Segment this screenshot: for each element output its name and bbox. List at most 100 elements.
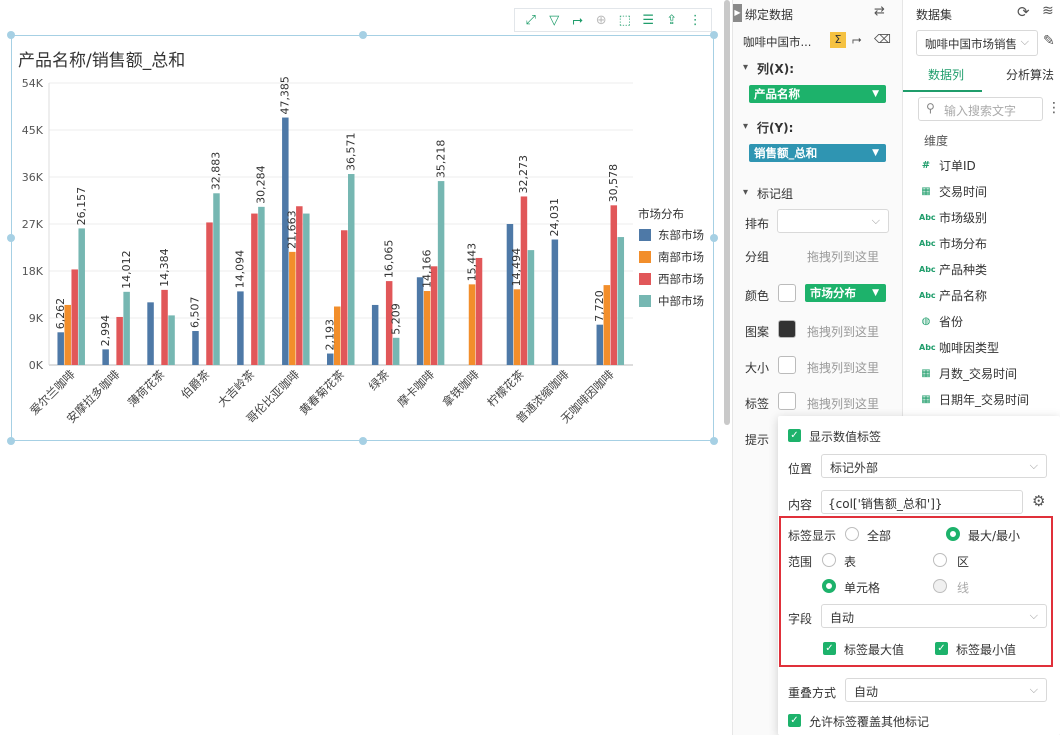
chart-toolbar: ⤢ ▽ ⮣ ⊕ ⬚ ☰ ⇪ ⋮ xyxy=(514,8,712,32)
bar xyxy=(102,349,109,365)
field-item[interactable]: ▦ 交易时间 xyxy=(919,183,987,200)
chevron-down-icon[interactable]: ▾ xyxy=(743,121,749,132)
more-icon[interactable]: ⋮ xyxy=(688,12,702,28)
data-label: 5,209 xyxy=(389,303,402,335)
dataset-select[interactable]: 咖啡中国市场销售 ⌵ xyxy=(916,30,1038,56)
resize-handle[interactable] xyxy=(7,234,15,242)
filter-icon[interactable]: ▽ xyxy=(549,12,560,28)
caret-down-icon: ▼ xyxy=(872,89,879,99)
search-input[interactable]: ⚲ 输入搜索文字 xyxy=(918,97,1043,121)
bar xyxy=(258,206,265,365)
data-label: 16,065 xyxy=(382,240,395,279)
bar xyxy=(168,315,175,365)
vertical-scrollbar[interactable] xyxy=(724,0,730,425)
swap-axes-icon[interactable]: ⮣ xyxy=(572,12,583,28)
field-item[interactable]: Abc 产品种类 xyxy=(919,261,987,278)
collapse-arrow-icon[interactable]: ▶ xyxy=(733,4,742,22)
radio-line[interactable] xyxy=(933,579,947,593)
caret-down-icon: ▼ xyxy=(872,148,879,158)
position-select[interactable]: 标记外部 ⌵ xyxy=(821,454,1047,478)
sum-icon[interactable]: Σ xyxy=(830,32,846,48)
tab-columns[interactable]: 数据列 xyxy=(928,68,965,82)
zoom-icon[interactable]: ⊕ xyxy=(595,12,607,28)
label-drop-hint[interactable]: 拖拽列到这里 xyxy=(807,397,880,411)
radio-table[interactable] xyxy=(822,553,836,567)
pattern-drop-hint[interactable]: 拖拽列到这里 xyxy=(807,325,880,339)
label-icon[interactable] xyxy=(778,392,796,410)
refresh-icon[interactable]: ⟳ xyxy=(1017,3,1030,21)
bar xyxy=(213,193,220,365)
field-item[interactable]: ▦ 日期年_交易时间 xyxy=(919,391,1029,408)
chevron-down-icon[interactable]: ▾ xyxy=(743,187,749,198)
overlap-select[interactable]: 自动 ⌵ xyxy=(845,678,1047,702)
size-icon[interactable] xyxy=(778,356,796,374)
gear-icon[interactable]: ⚙ xyxy=(1032,492,1046,510)
radio-maxmin[interactable] xyxy=(946,527,960,541)
eraser-icon[interactable]: ⌫ xyxy=(874,32,891,46)
radio-area[interactable] xyxy=(933,553,947,567)
export-icon[interactable]: ⇪ xyxy=(666,12,678,28)
swap-axes-icon[interactable]: ⮣ xyxy=(852,32,862,46)
field-item[interactable]: Abc 咖啡因类型 xyxy=(919,339,999,356)
bar xyxy=(610,205,618,365)
group-drop-hint[interactable]: 拖拽列到这里 xyxy=(807,250,880,264)
radio-line-label: 线 xyxy=(957,581,970,595)
dimension-header: 维度 xyxy=(924,134,949,148)
color-pill[interactable]: 市场分布 ▼ xyxy=(805,284,886,302)
label-max-label: 标签最大值 xyxy=(844,643,905,657)
bar xyxy=(296,206,303,365)
allow-overlap-checkbox[interactable]: ✓ xyxy=(788,714,801,727)
resize-handle[interactable] xyxy=(359,437,367,445)
palette-icon[interactable] xyxy=(778,284,796,302)
legend-swatch xyxy=(639,251,651,263)
y-tick-label: 9K xyxy=(29,312,44,325)
chevron-down-icon[interactable]: ▾ xyxy=(743,62,749,73)
field-item[interactable]: ▦ 月数_交易时间 xyxy=(919,365,1017,382)
arrange-select[interactable]: ⌵ xyxy=(777,209,889,233)
resize-handle[interactable] xyxy=(710,234,718,242)
show-labels-checkbox[interactable]: ✓ xyxy=(788,429,801,442)
label-max-checkbox[interactable]: ✓ xyxy=(823,642,836,655)
legend-item: 中部市场 xyxy=(658,294,704,308)
chart-frame[interactable] xyxy=(11,35,714,441)
row-pill-label: 销售额_总和 xyxy=(754,146,818,160)
resize-handle[interactable] xyxy=(710,31,718,39)
label-min-checkbox[interactable]: ✓ xyxy=(935,642,948,655)
select-icon[interactable]: ⬚ xyxy=(618,12,631,28)
active-tab-indicator xyxy=(903,90,982,92)
row-pill[interactable]: 销售额_总和 ▼ xyxy=(749,144,886,162)
resize-handle[interactable] xyxy=(710,437,718,445)
field-item[interactable]: Abc 产品名称 xyxy=(919,287,987,304)
column-pill[interactable]: 产品名称 ▼ xyxy=(749,85,886,103)
resize-handle[interactable] xyxy=(7,31,15,39)
tab-algorithms[interactable]: 分析算法 xyxy=(1006,68,1055,82)
bar xyxy=(71,269,78,365)
resize-handle[interactable] xyxy=(359,31,367,39)
layers-icon[interactable]: ≋ xyxy=(1042,3,1054,19)
fullscreen-icon[interactable]: ⤢ xyxy=(525,12,536,28)
data-label: 15,443 xyxy=(465,243,478,282)
list-icon[interactable]: ☰ xyxy=(642,12,655,28)
label-display-label: 标签显示 xyxy=(788,529,837,543)
field-select[interactable]: 自动 ⌵ xyxy=(821,604,1047,628)
field-item[interactable]: Abc 市场分布 xyxy=(919,235,987,252)
bar xyxy=(282,117,289,365)
radio-cell-label: 单元格 xyxy=(844,581,881,595)
radio-all-label: 全部 xyxy=(867,529,892,543)
radio-all[interactable] xyxy=(845,527,859,541)
content-input[interactable]: {col['销售额_总和']} xyxy=(821,490,1023,514)
size-drop-hint[interactable]: 拖拽列到这里 xyxy=(807,361,880,375)
edit-icon[interactable]: ✎ xyxy=(1043,33,1055,49)
swap-icon[interactable]: ⇄ xyxy=(874,4,885,19)
dataset-title: 数据集 xyxy=(916,8,953,22)
more-icon[interactable]: ⋮ xyxy=(1047,100,1060,116)
field-item[interactable]: ◍ 省份 xyxy=(919,313,963,330)
pattern-icon[interactable] xyxy=(778,320,796,338)
bar xyxy=(64,304,71,365)
field-item[interactable]: Abc 市场级别 xyxy=(919,209,987,226)
field-item[interactable]: # 订单ID xyxy=(919,157,976,174)
radio-cell[interactable] xyxy=(822,579,836,593)
bar xyxy=(506,224,514,365)
resize-handle[interactable] xyxy=(7,437,15,445)
